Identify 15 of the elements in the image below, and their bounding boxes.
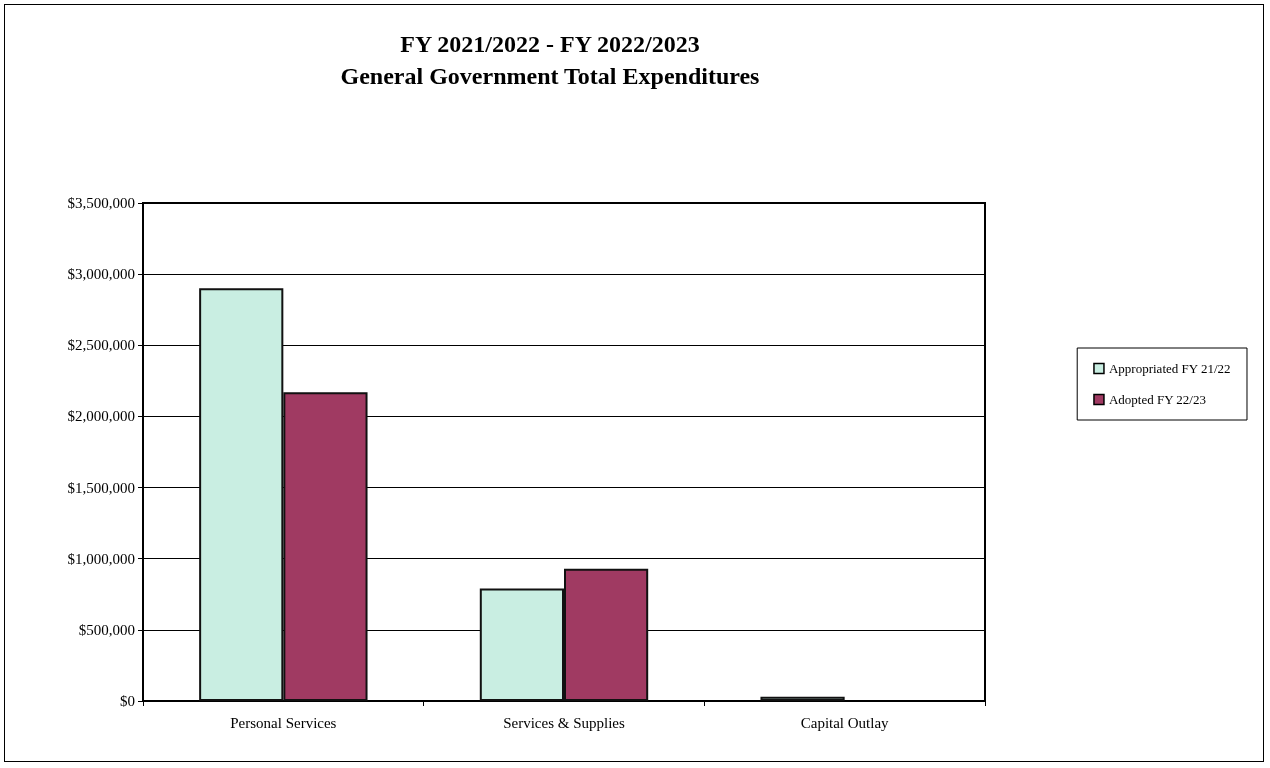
x-tick-label: Personal Services <box>230 714 337 731</box>
y-tick-label: $0 <box>120 693 135 709</box>
y-tick-label: $1,500,000 <box>67 479 135 496</box>
y-tick-label: $500,000 <box>78 621 135 638</box>
y-tick-label: $2,000,000 <box>67 408 135 425</box>
chart-title: FY 2021/2022 - FY 2022/2023 General Government Total Expenditures <box>340 31 760 89</box>
y-tick-label: $3,500,000 <box>67 195 135 211</box>
legend-label: Appropriated FY 21/22 <box>1108 361 1231 376</box>
x-tick-label: Services & Supplies <box>503 714 625 731</box>
y-tick-label: $1,000,000 <box>67 550 135 567</box>
y-tick-label: $2,500,000 <box>67 337 135 354</box>
x-tick-label: Capital Outlay <box>800 714 890 731</box>
bar <box>760 696 845 701</box>
y-tick-label: $3,000,000 <box>67 266 135 283</box>
legend-label: Adopted FY 22/23 <box>1108 392 1206 407</box>
